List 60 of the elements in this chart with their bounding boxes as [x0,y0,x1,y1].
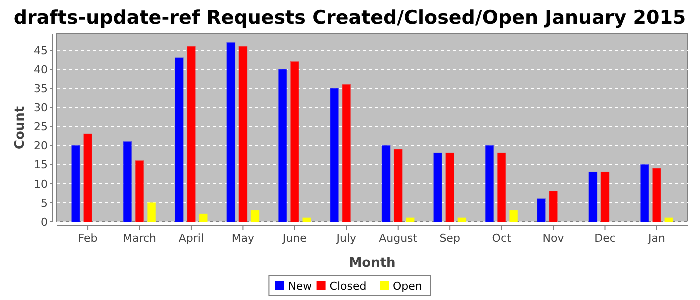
bar [84,134,92,222]
bar [600,172,610,222]
bar [485,145,494,222]
bar [549,191,558,222]
x-tick-label: March [122,232,157,245]
y-tick-label: 20 [34,140,48,153]
bar [330,88,339,222]
y-tick-label: 45 [34,44,48,58]
y-tick-label: 0 [41,216,48,229]
bar [497,152,506,222]
x-tick-label: July [336,232,358,245]
bar [187,46,196,222]
bar [664,218,674,222]
x-tick-label: August [379,232,418,245]
y-tick-label: 10 [34,178,48,191]
x-tick-label: Feb [78,232,98,245]
bar [226,42,236,222]
x-tick-label: Sep [440,232,460,245]
x-axis-title: Month [349,256,396,271]
legend-label: Open [393,280,422,293]
chart-title: drafts-update-ref Requests Created/Closed/Open January 2015 [14,7,686,29]
y-tick-label: 25 [34,120,48,134]
x-tick-label: Oct [492,232,512,245]
bar [147,202,156,222]
bar [123,142,132,222]
bar [652,168,662,222]
y-axis-title: Count [13,106,28,150]
y-tick-label: 30 [34,102,48,115]
bar [278,69,288,222]
bar [588,172,598,222]
x-tick-label: May [232,232,256,245]
bar [446,152,455,222]
y-tick-label: 15 [34,158,48,172]
bar [135,160,144,222]
bar [537,198,546,222]
y-tick-label: 40 [34,63,48,76]
bar [394,149,403,222]
y-tick-label: 35 [34,82,48,96]
bar [199,214,208,222]
bar [72,145,80,222]
x-tick-label: April [178,232,204,245]
bar [174,58,184,222]
legend-label: Closed [330,280,367,293]
x-tick-label: Jan [647,232,666,245]
bar [290,62,300,222]
x-tick-label: Nov [542,232,565,245]
bar [640,164,650,222]
legend-label: New [288,280,312,293]
x-tick-label: Dec [594,232,616,245]
bar [434,152,442,222]
bar [238,46,248,222]
bar [406,218,415,222]
y-tick-label: 5 [41,196,48,210]
bar [342,84,352,222]
bar [302,218,312,222]
bar [382,145,391,222]
bar [458,218,467,222]
x-tick-label: June [282,232,308,245]
bar [509,210,518,222]
bar [250,210,260,222]
